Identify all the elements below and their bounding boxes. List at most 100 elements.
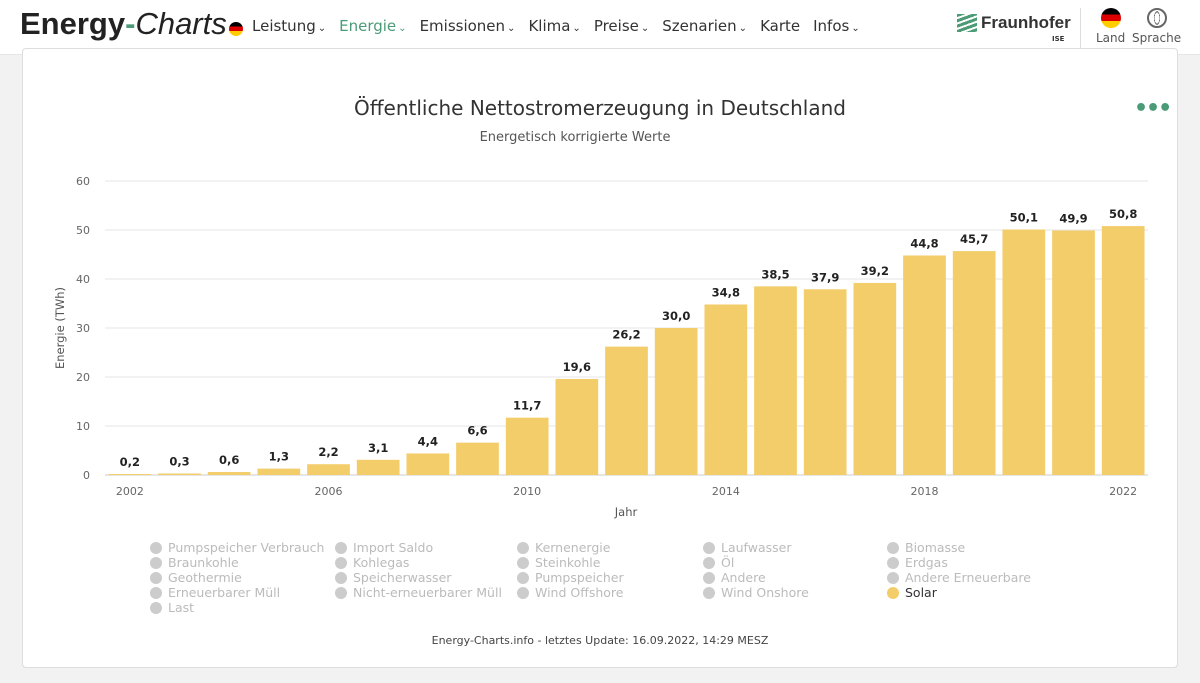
legend-item[interactable]: Andere Erneuerbare: [887, 570, 1087, 585]
legend-item[interactable]: Wind Onshore: [703, 585, 887, 600]
nav-infos[interactable]: Infos ⌄: [813, 17, 860, 35]
x-tick-label: 2006: [315, 485, 343, 498]
bar-2017[interactable]: [853, 282, 897, 475]
data-label: 39,2: [861, 264, 889, 278]
bar-2005[interactable]: [257, 468, 301, 475]
bar-2012[interactable]: [605, 346, 648, 475]
more-options-icon[interactable]: •••: [1134, 96, 1172, 121]
legend-dot-icon: [517, 571, 529, 584]
fraunhofer-logo[interactable]: Fraunhofer: [957, 13, 1071, 33]
bar-2015[interactable]: [754, 286, 797, 475]
legend-item[interactable]: Öl: [703, 555, 887, 570]
bar-2021[interactable]: [1052, 230, 1095, 475]
bar-2010[interactable]: [505, 417, 549, 475]
legend-item[interactable]: Steinkohle: [517, 555, 703, 570]
legend-item[interactable]: Braunkohle: [150, 555, 335, 570]
data-label: 45,7: [960, 232, 988, 246]
legend-dot-icon: [703, 571, 715, 584]
x-tick-label: 2018: [911, 485, 939, 498]
bar-2003[interactable]: [158, 473, 201, 475]
bar-2018[interactable]: [903, 255, 946, 475]
bar-2019[interactable]: [952, 251, 996, 475]
y-tick-label: 30: [76, 322, 90, 335]
legend-dot-icon: [887, 541, 899, 554]
nav-klima[interactable]: Klima ⌄: [528, 17, 581, 35]
legend-item[interactable]: Wind Offshore: [517, 585, 703, 600]
data-label: 0,6: [219, 453, 239, 467]
y-tick-label: 0: [83, 469, 90, 482]
land-button[interactable]: Land: [1096, 8, 1125, 45]
y-tick-label: 10: [76, 420, 90, 433]
legend-item[interactable]: Kohlegas: [335, 555, 517, 570]
data-label: 30,0: [662, 309, 690, 323]
bar-2004[interactable]: [207, 472, 251, 475]
data-label: 2,2: [318, 445, 338, 459]
legend-dot-icon: [703, 586, 715, 599]
legend-item[interactable]: Nicht-erneuerbarer Müll: [335, 585, 517, 600]
nav-energie[interactable]: Energie ⌄: [339, 17, 407, 35]
data-label: 50,8: [1109, 207, 1137, 221]
legend-dot-icon: [517, 541, 529, 554]
bar-2022[interactable]: [1101, 226, 1145, 475]
data-label: 44,8: [910, 236, 938, 250]
bar-2009[interactable]: [456, 442, 499, 475]
legend-item[interactable]: Pumpspeicher Verbrauch: [150, 540, 335, 555]
legend-dot-icon: [150, 601, 162, 614]
legend-dot-icon: [703, 541, 715, 554]
legend-dot-icon: [887, 571, 899, 584]
chevron-down-icon: ⌄: [851, 23, 860, 34]
legend-item[interactable]: Pumpspeicher: [517, 570, 703, 585]
legend-item[interactable]: Last: [150, 600, 335, 615]
legend-item[interactable]: Speicherwasser: [335, 570, 517, 585]
data-label: 3,1: [368, 441, 388, 455]
legend-item[interactable]: Andere: [703, 570, 887, 585]
data-label: 0,3: [169, 455, 189, 469]
bar-2011[interactable]: [555, 378, 599, 475]
data-label: 34,8: [712, 285, 740, 299]
chevron-down-icon: ⌄: [507, 23, 516, 34]
globe-icon: [1146, 8, 1167, 28]
data-label: 50,1: [1010, 211, 1038, 225]
data-label: 6,6: [467, 424, 487, 438]
sprache-button[interactable]: Sprache: [1132, 8, 1181, 45]
nav-leistung[interactable]: Leistung ⌄: [252, 17, 327, 35]
bar-2020[interactable]: [1002, 229, 1046, 475]
data-label: 38,5: [761, 267, 789, 281]
data-label: 49,9: [1059, 211, 1087, 225]
y-tick-label: 40: [76, 273, 90, 286]
legend-item[interactable]: Import Saldo: [335, 540, 517, 555]
data-label: 11,7: [513, 399, 541, 413]
data-label: 26,2: [612, 328, 640, 342]
y-tick-label: 60: [76, 175, 90, 188]
data-label: 0,2: [120, 455, 140, 469]
bar-2007[interactable]: [356, 459, 400, 475]
bar-2013[interactable]: [654, 328, 698, 475]
nav-preise[interactable]: Preise ⌄: [593, 17, 650, 35]
legend-item[interactable]: Erdgas: [887, 555, 1087, 570]
chart-subtitle: Energetisch korrigierte Werte: [479, 130, 671, 145]
nav-szenarien[interactable]: Szenarien ⌄: [662, 17, 748, 35]
nav-karte[interactable]: Karte: [760, 17, 801, 35]
data-label: 4,4: [418, 434, 438, 448]
bar-2006[interactable]: [307, 464, 350, 475]
bar-2002[interactable]: [108, 474, 152, 475]
legend-item[interactable]: Kernenergie: [517, 540, 703, 555]
legend-dot-icon: [887, 556, 899, 569]
legend-dot-icon: [517, 556, 529, 569]
german-flag-icon: [1100, 8, 1121, 28]
bar-2008[interactable]: [406, 453, 450, 475]
legend-item[interactable]: Geothermie: [150, 570, 335, 585]
bar-2014[interactable]: [704, 304, 748, 475]
y-tick-label: 50: [76, 224, 90, 237]
legend-item[interactable]: Biomasse: [887, 540, 1087, 555]
nav-emissionen[interactable]: Emissionen ⌄: [419, 17, 516, 35]
legend-item[interactable]: Solar: [887, 585, 1087, 600]
chevron-down-icon: ⌄: [317, 23, 327, 34]
chart-title: Öffentliche Nettostromerzeugung in Deuts…: [354, 96, 846, 120]
bar-2016[interactable]: [803, 289, 847, 475]
logo[interactable]: Energy-Charts: [20, 6, 243, 42]
legend-item[interactable]: Erneuerbarer Müll: [150, 585, 335, 600]
data-label: 19,6: [563, 360, 591, 374]
y-tick-label: 20: [76, 371, 90, 384]
legend-item[interactable]: Laufwasser: [703, 540, 887, 555]
